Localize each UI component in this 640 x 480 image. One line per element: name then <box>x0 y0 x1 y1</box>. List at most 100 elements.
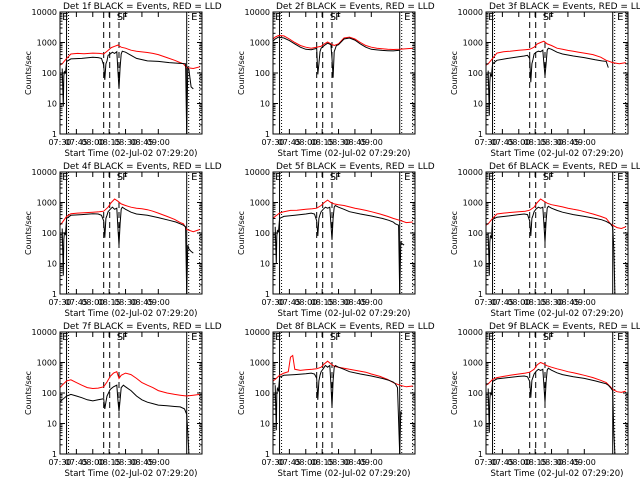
panel-7-xtick-label-6: 08:45 <box>130 458 153 467</box>
panel-9-xlabel: Start Time (02-Jul-02 07:29:20) <box>491 469 624 479</box>
panel-7-xlabel: Start Time (02-Jul-02 07:29:20) <box>65 469 198 479</box>
panel-9-ytick-label-2: 10 <box>473 420 483 429</box>
panel-2-xtick-label-5: 08:30 <box>327 138 350 147</box>
panel-7-xtick-label-7: 09:00 <box>147 458 170 467</box>
panel-3-series-events-black <box>487 47 609 116</box>
panel-8-xlabel: Start Time (02-Jul-02 07:29:20) <box>278 469 411 479</box>
panel-5-region-marker-3: F <box>335 172 341 183</box>
panel-3-ytick-label-4: 1000 <box>463 39 483 48</box>
panel-6-title: Det 6f BLACK = Events, RED = LLD <box>489 162 640 172</box>
panel-6-xtick-label-5: 08:30 <box>540 298 563 307</box>
panel-4-series-lld-red <box>60 198 200 233</box>
panel-1-title: Det 1f BLACK = Events, RED = LLD <box>63 2 222 12</box>
panel-3-region-marker-3: F <box>548 12 554 23</box>
panel-9-xtick-label-3: 08:00 <box>507 458 530 467</box>
panel-2-series-lld-red <box>273 34 413 51</box>
panel-2-xtick-label-7: 09:00 <box>360 138 383 147</box>
panel-6-region-marker-3: F <box>548 172 554 183</box>
panel-6-xtick-label-7: 09:00 <box>573 298 596 307</box>
panel-4-xtick-label-6: 08:45 <box>130 298 153 307</box>
panel-2-ytick-label-3: 100 <box>255 69 270 78</box>
panel-5-ytick-label-5: 10000 <box>245 168 270 177</box>
panel-5-series-events-black <box>274 204 405 294</box>
panel-6-region-marker-1: E <box>488 172 494 183</box>
panel-2-ytick-label-5: 10000 <box>245 8 270 17</box>
panel-7-ytick-label-3: 100 <box>42 389 57 398</box>
panel-9-axes-frame <box>485 331 629 455</box>
panel-8-ytick-label-5: 10000 <box>245 328 270 337</box>
panel-2-region-marker-3: F <box>335 12 341 23</box>
panel-9-ytick-label-5: 10000 <box>458 328 483 337</box>
panel-3-xtick-label-1: 07:30 <box>474 138 497 147</box>
panel-5-series-lld-red <box>273 199 413 224</box>
panel-1-axes-frame <box>59 11 203 135</box>
panel-3-xtick-label-2: 07:45 <box>491 138 514 147</box>
panel-9-ytick-label-4: 1000 <box>463 359 483 368</box>
panel-9-xtick-label-2: 07:45 <box>491 458 514 467</box>
panel-9-series-events-black <box>487 367 616 454</box>
panel-9-xtick-label-7: 09:00 <box>573 458 596 467</box>
panel-2-region-marker-2: S <box>330 12 336 23</box>
panel-6-xtick-label-6: 08:45 <box>556 298 579 307</box>
panel-5-xlabel: Start Time (02-Jul-02 07:29:20) <box>278 309 411 319</box>
panel-2-ytick-label-2: 10 <box>260 100 270 109</box>
panel-2-ytick-label-4: 1000 <box>250 39 270 48</box>
panel-9-title: Det 9f BLACK = Events, RED = LLD <box>489 322 640 332</box>
panel-3-xtick-label-3: 08:00 <box>507 138 530 147</box>
panel-6-axes-frame <box>485 171 629 295</box>
panel-5-ytick-label-1: 1 <box>265 290 270 299</box>
panel-1-ytick-label-1: 1 <box>52 130 57 139</box>
panel-2-xtick-label-2: 07:45 <box>278 138 301 147</box>
panel-5-xtick-label-6: 08:45 <box>343 298 366 307</box>
panel-8-xtick-label-4: 08:15 <box>311 458 334 467</box>
panel-5-xtick-label-5: 08:30 <box>327 298 350 307</box>
panel-6-xtick-label-3: 08:00 <box>507 298 530 307</box>
panel-1-region-marker-4: E <box>191 12 197 23</box>
panel-1-xtick-label-7: 09:00 <box>147 138 170 147</box>
panel-8-ytick-label-1: 1 <box>265 450 270 459</box>
panel-6-region-marker-4: E <box>617 172 623 183</box>
panel-4-xtick-label-7: 09:00 <box>147 298 170 307</box>
panel-3-region-marker-2: S <box>543 12 549 23</box>
panel-4-region-marker-4: E <box>191 172 197 183</box>
panel-8-region-marker-4: E <box>404 332 410 343</box>
panel-4-xtick-label-1: 07:30 <box>48 298 71 307</box>
panel-9-region-marker-3: F <box>548 332 554 343</box>
panel-9-xtick-label-6: 08:45 <box>556 458 579 467</box>
panel-4-region-marker-2: S <box>117 172 123 183</box>
panel-7-region-marker-3: F <box>122 332 128 343</box>
panel-2-region-marker-4: E <box>404 12 410 23</box>
panel-3-ytick-label-3: 100 <box>468 69 483 78</box>
panel-8-region-marker-1: E <box>275 332 281 343</box>
panel-8-title: Det 8f BLACK = Events, RED = LLD <box>276 322 435 332</box>
panel-8-xtick-label-5: 08:30 <box>327 458 350 467</box>
panel-2-ylabel: Counts/sec <box>237 51 246 95</box>
panel-4-ytick-label-5: 10000 <box>32 168 57 177</box>
panel-2-xtick-label-4: 08:15 <box>311 138 334 147</box>
panel-6-ytick-label-1: 1 <box>478 290 483 299</box>
panel-4-series-events-black <box>61 206 194 294</box>
panel-4-title: Det 4f BLACK = Events, RED = LLD <box>63 162 222 172</box>
panel-3-series-lld-red <box>486 40 626 66</box>
panel-9-region-marker-1: E <box>488 332 494 343</box>
panel-4-axes-frame <box>59 171 203 295</box>
panel-8-xtick-label-7: 09:00 <box>360 458 383 467</box>
panel-1-ytick-label-2: 10 <box>47 100 57 109</box>
panel-9-xtick-label-1: 07:30 <box>474 458 497 467</box>
panel-3-axes-frame <box>485 11 629 135</box>
panel-7-ytick-label-2: 10 <box>47 420 57 429</box>
panel-5-xtick-label-7: 09:00 <box>360 298 383 307</box>
panel-7-ytick-label-1: 1 <box>52 450 57 459</box>
panel-8-region-marker-3: F <box>335 332 341 343</box>
panel-4-ytick-label-1: 1 <box>52 290 57 299</box>
panel-1-ylabel: Counts/sec <box>24 51 33 95</box>
panel-2-xlabel: Start Time (02-Jul-02 07:29:20) <box>278 149 411 159</box>
panel-7-series-events-black <box>60 384 190 454</box>
panel-1-xtick-label-5: 08:30 <box>114 138 137 147</box>
panel-8-xtick-label-3: 08:00 <box>294 458 317 467</box>
